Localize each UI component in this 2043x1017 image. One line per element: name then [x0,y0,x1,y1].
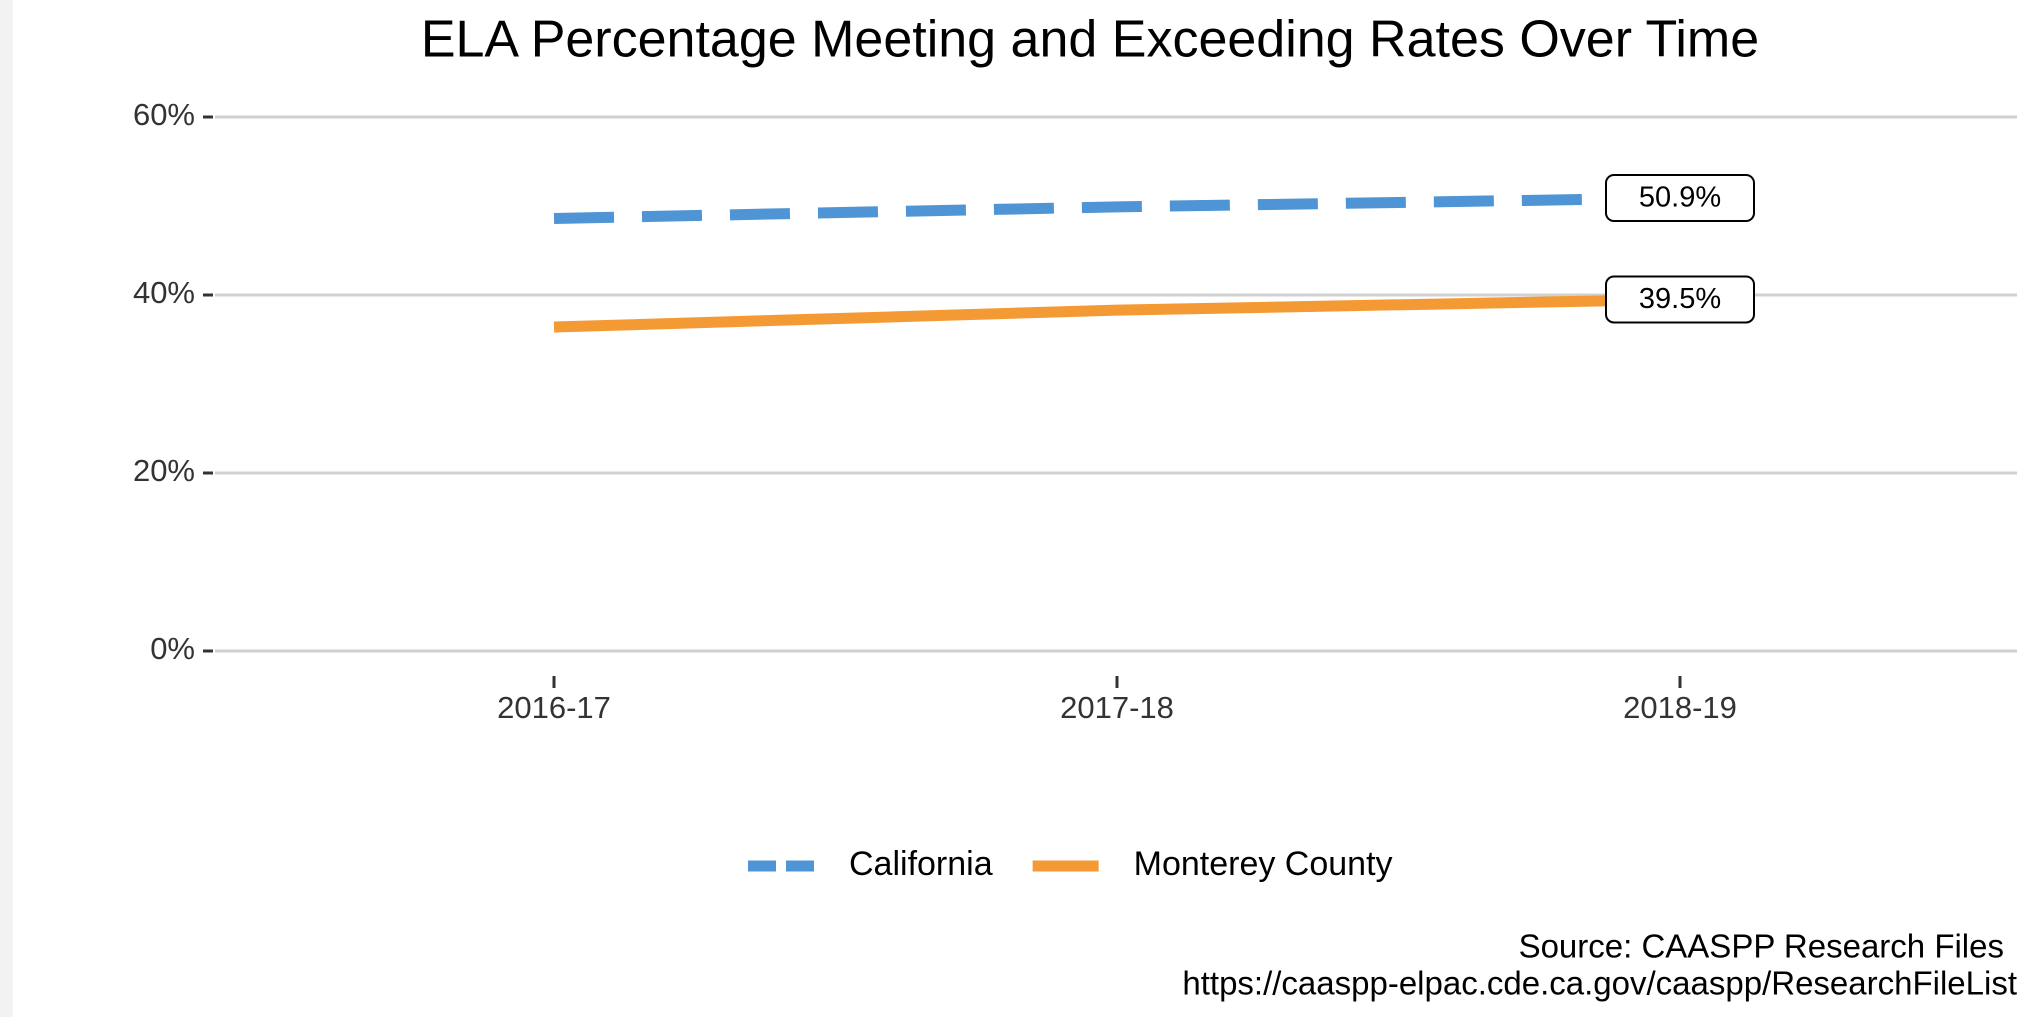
y-tick-label: 0% [150,631,195,666]
x-tick-label: 2018-19 [1623,690,1737,725]
x-tick-label: 2017-18 [1060,690,1174,725]
side-strip [0,0,13,1017]
series-line [553,192,1681,224]
legend-label: California [849,845,993,883]
caption: Source: CAASPP Research Files [1519,928,2004,965]
chart-title: ELA Percentage Meeting and Exceeding Rat… [421,11,1759,69]
caption: https://caaspp-elpac.cde.ca.gov/caaspp/R… [1182,965,2017,1002]
series-line [553,293,1681,333]
value-label: 39.5% [1639,283,1721,315]
y-tick-label: 20% [133,453,195,488]
y-tick-label: 40% [133,275,195,310]
x-tick-label: 2016-17 [497,690,611,725]
value-label-box [1605,173,1755,222]
value-label: 50.9% [1639,182,1721,214]
value-label-box [1605,275,1755,324]
y-tick-label: 60% [133,97,195,132]
legend-label: Monterey County [1134,845,1393,883]
